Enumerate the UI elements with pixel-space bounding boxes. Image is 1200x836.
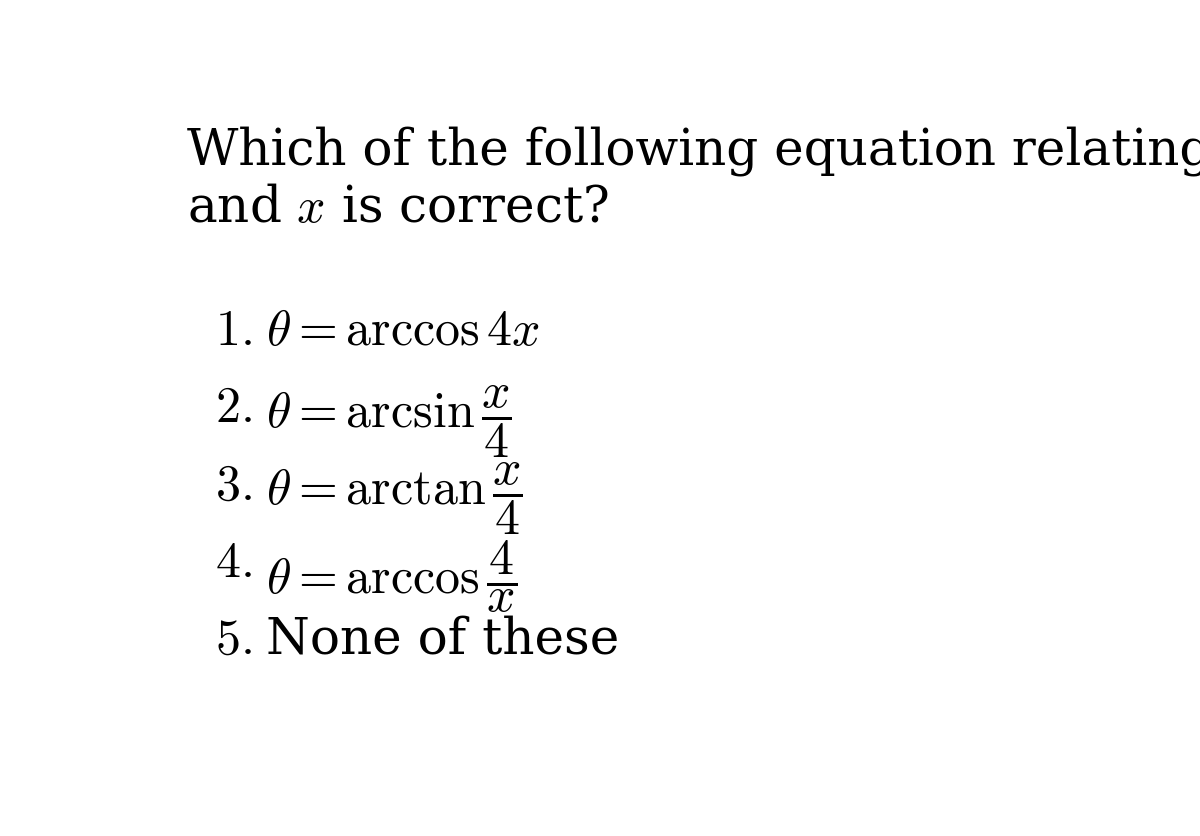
Text: $\mathbf{1.}$: $\mathbf{1.}$	[215, 306, 252, 356]
Text: Which of the following equation relating: Which of the following equation relating	[187, 126, 1200, 176]
Text: and $x$ is correct?: and $x$ is correct?	[187, 184, 610, 233]
Text: $\theta = \arcsin \dfrac{x}{4}$: $\theta = \arcsin \dfrac{x}{4}$	[266, 384, 512, 460]
Text: $\theta = \arctan \dfrac{x}{4}$: $\theta = \arctan \dfrac{x}{4}$	[266, 461, 523, 538]
Text: $\mathbf{5.}$: $\mathbf{5.}$	[215, 615, 252, 665]
Text: None of these: None of these	[266, 615, 619, 665]
Text: $\mathbf{3.}$: $\mathbf{3.}$	[215, 461, 252, 510]
Text: $\mathbf{2.}$: $\mathbf{2.}$	[215, 384, 252, 433]
Text: $\theta = \arccos 4x$: $\theta = \arccos 4x$	[266, 306, 540, 356]
Text: $\mathbf{4.}$: $\mathbf{4.}$	[215, 538, 252, 588]
Text: $\theta = \arccos \dfrac{4}{x}$: $\theta = \arccos \dfrac{4}{x}$	[266, 538, 517, 614]
